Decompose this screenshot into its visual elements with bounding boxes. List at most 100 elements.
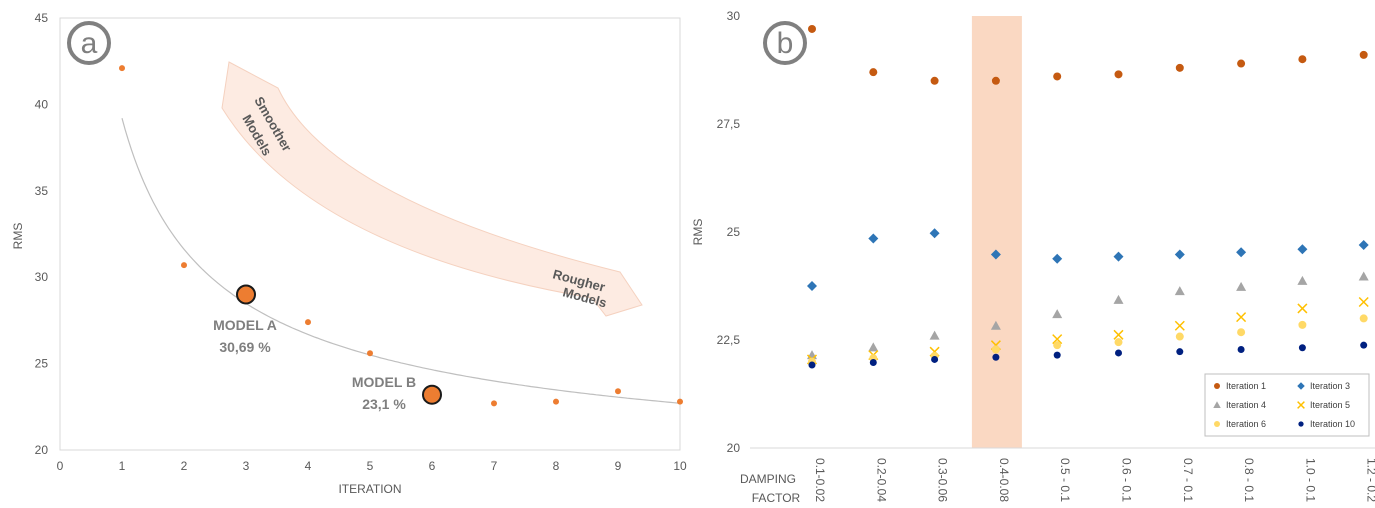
b-s1-point-4 [1052,253,1063,264]
b-s3-point-8 [1297,303,1308,314]
a-point-1 [119,65,125,72]
a-point-10 [677,398,683,405]
b-s0-point-2 [930,76,939,85]
b-s5-point-3 [992,353,1000,361]
legend-box [1204,373,1370,437]
b-s2-point-2 [929,330,940,340]
b-s4-point-9 [1359,314,1368,323]
panel-a-highlights [236,284,442,405]
b-xtick-0: 0.1-0.02 [813,458,827,502]
b-xtick-9: 1.2 - 0.2 [1365,458,1375,502]
a-xtick-2: 2 [181,459,188,473]
b-xtick-8: 1.0 - 0.1 [1303,458,1317,502]
b-s2-point-8 [1297,275,1308,285]
a-ytick-2: 30 [35,270,49,284]
a-point-9 [615,388,621,395]
legend-label-1: Iteration 3 [1310,381,1350,391]
b-s2-point-3 [990,320,1001,330]
panel-a-x-axis-label: ITERATION [338,482,401,496]
b-s4-point-3 [991,345,1000,354]
b-s2-point-7 [1236,281,1247,291]
b-s5-point-6 [1176,348,1184,356]
panel-a-badge: a [67,21,111,65]
legend-label-2: Iteration 4 [1226,400,1266,410]
a-xtick-9: 9 [615,459,622,473]
highlight-band [971,16,1022,448]
b-s4-point-4 [1053,341,1062,350]
b-s2-point-5 [1113,294,1124,304]
legend-marker-3 [1297,401,1305,409]
b-ytick-4: 30 [727,9,741,23]
b-xtick-4: 0.5 - 0.1 [1058,458,1072,502]
legend-label-5: Iteration 10 [1310,419,1355,429]
b-s1-point-5 [1113,251,1124,262]
b-xtick-5: 0.6 - 0.1 [1120,458,1134,502]
panel-b-legend: Iteration 1 Iteration 3 Iteration 4 Iterati… [1204,373,1370,437]
a-xtick-4: 4 [305,459,312,473]
a-ytick-0: 20 [35,443,49,457]
b-s0-point-5 [1114,70,1123,79]
model-b-percent: 23,1 % [362,396,406,412]
legend-marker-4 [1214,421,1220,427]
b-xtick-3: 0.4-0.08 [997,458,1011,502]
model-a-marker [236,284,256,305]
b-xtick-7: 0.8 - 0.1 [1242,458,1256,502]
panel-b-badge: b [763,21,807,65]
legend-marker-2 [1213,401,1221,408]
b-s3-point-4 [1052,334,1063,345]
legend-marker-5 [1298,421,1304,427]
b-s5-point-9 [1360,341,1368,349]
b-s4-point-6 [1175,332,1184,341]
b-ytick-1: 22,5 [717,333,741,347]
b-s0-point-4 [1053,72,1062,81]
b-s0-point-0 [808,24,816,33]
b-s3-point-6 [1174,320,1185,331]
panel-b-badge-letter: b [777,27,794,60]
legend-marker-1 [1297,382,1305,390]
b-s1-point-1 [868,233,879,244]
b-s1-point-7 [1236,247,1247,258]
b-s1-point-3 [990,249,1001,260]
a-point-8 [553,398,559,405]
a-xtick-10: 10 [673,459,687,473]
a-xtick-7: 7 [491,459,498,473]
legend-label-4: Iteration 6 [1226,419,1266,429]
b-s2-point-9 [1358,271,1369,281]
a-point-2 [181,262,187,269]
b-s1-point-0 [807,281,817,291]
model-a-percent: 30,69 % [219,339,271,355]
b-s5-point-2 [931,355,939,363]
b-s5-point-4 [1053,351,1061,359]
panel-a-y-axis-label: RMS [11,223,25,250]
a-point-4 [305,319,311,326]
legend-marker-0 [1214,383,1220,389]
b-s1-point-8 [1297,244,1308,255]
a-xtick-8: 8 [553,459,560,473]
b-s3-point-9 [1358,296,1369,308]
b-s3-point-5 [1113,329,1124,340]
panel-a-yticks: 20 25 30 35 40 45 [35,11,49,457]
b-s2-point-6 [1174,286,1185,296]
a-xtick-6: 6 [429,459,436,473]
model-b-label: MODEL B [352,374,416,390]
b-s2-point-4 [1052,309,1063,319]
smoother-rougher-arrow [221,61,643,317]
a-ytick-4: 40 [35,97,49,111]
b-s4-point-5 [1114,338,1123,347]
a-xtick-1: 1 [119,459,126,473]
b-s5-point-5 [1115,349,1122,357]
panel-b-x-axis-label-line2: FACTOR [752,491,801,505]
a-xtick-5: 5 [367,459,374,473]
b-s0-point-6 [1175,63,1184,72]
b-s0-point-7 [1237,59,1246,68]
b-s5-point-1 [869,358,877,366]
a-ytick-3: 35 [35,184,49,198]
model-a-label: MODEL A [213,317,277,333]
panel-a-plot-frame [59,17,681,451]
a-xtick-3: 3 [243,459,250,473]
panel-a-badge-letter: a [81,27,98,60]
b-s4-point-8 [1298,320,1307,329]
b-xtick-2: 0.3-0.06 [936,458,950,502]
